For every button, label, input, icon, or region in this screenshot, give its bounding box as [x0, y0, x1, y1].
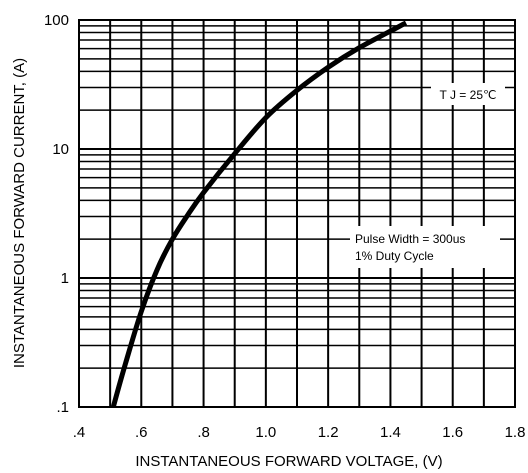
x-tick-label: 1.0 [255, 424, 276, 441]
pulse-width-annotation: Pulse Width = 300us [355, 232, 465, 246]
plot-frame [78, 19, 516, 408]
y-tick-label: 1 [61, 270, 69, 287]
x-tick-label: 1.6 [442, 424, 463, 441]
x-axis-label: INSTANTANEOUS FORWARD VOLTAGE, (V) [135, 453, 442, 470]
grid [79, 20, 515, 407]
y-tick-label: .1 [56, 399, 69, 416]
y-tick-label: 10 [52, 141, 69, 158]
x-tick-label: 1.4 [380, 424, 401, 441]
x-tick-labels: .4 .6 .8 1.0 1.2 1.4 1.6 1.8 [73, 424, 526, 441]
duty-cycle-annotation: 1% Duty Cycle [355, 249, 434, 263]
x-tick-label: .8 [197, 424, 210, 441]
curve-layer [110, 20, 408, 408]
x-tick-label: 1.2 [318, 424, 339, 441]
tj-annotation: T J = 25℃ [440, 88, 497, 102]
x-tick-label: 1.8 [505, 424, 526, 441]
tj-annotation-box [431, 83, 505, 105]
y-tick-labels: .1 1 10 100 [44, 12, 69, 416]
y-tick-label: 100 [44, 12, 69, 29]
forward-current-curve [110, 20, 408, 408]
x-tick-label: .4 [73, 424, 86, 441]
x-tick-label: .6 [135, 424, 148, 441]
y-axis-label: INSTANTANEOUS FORWARD CURRENT, (A) [11, 58, 28, 368]
pulse-annotation-box [350, 226, 500, 268]
